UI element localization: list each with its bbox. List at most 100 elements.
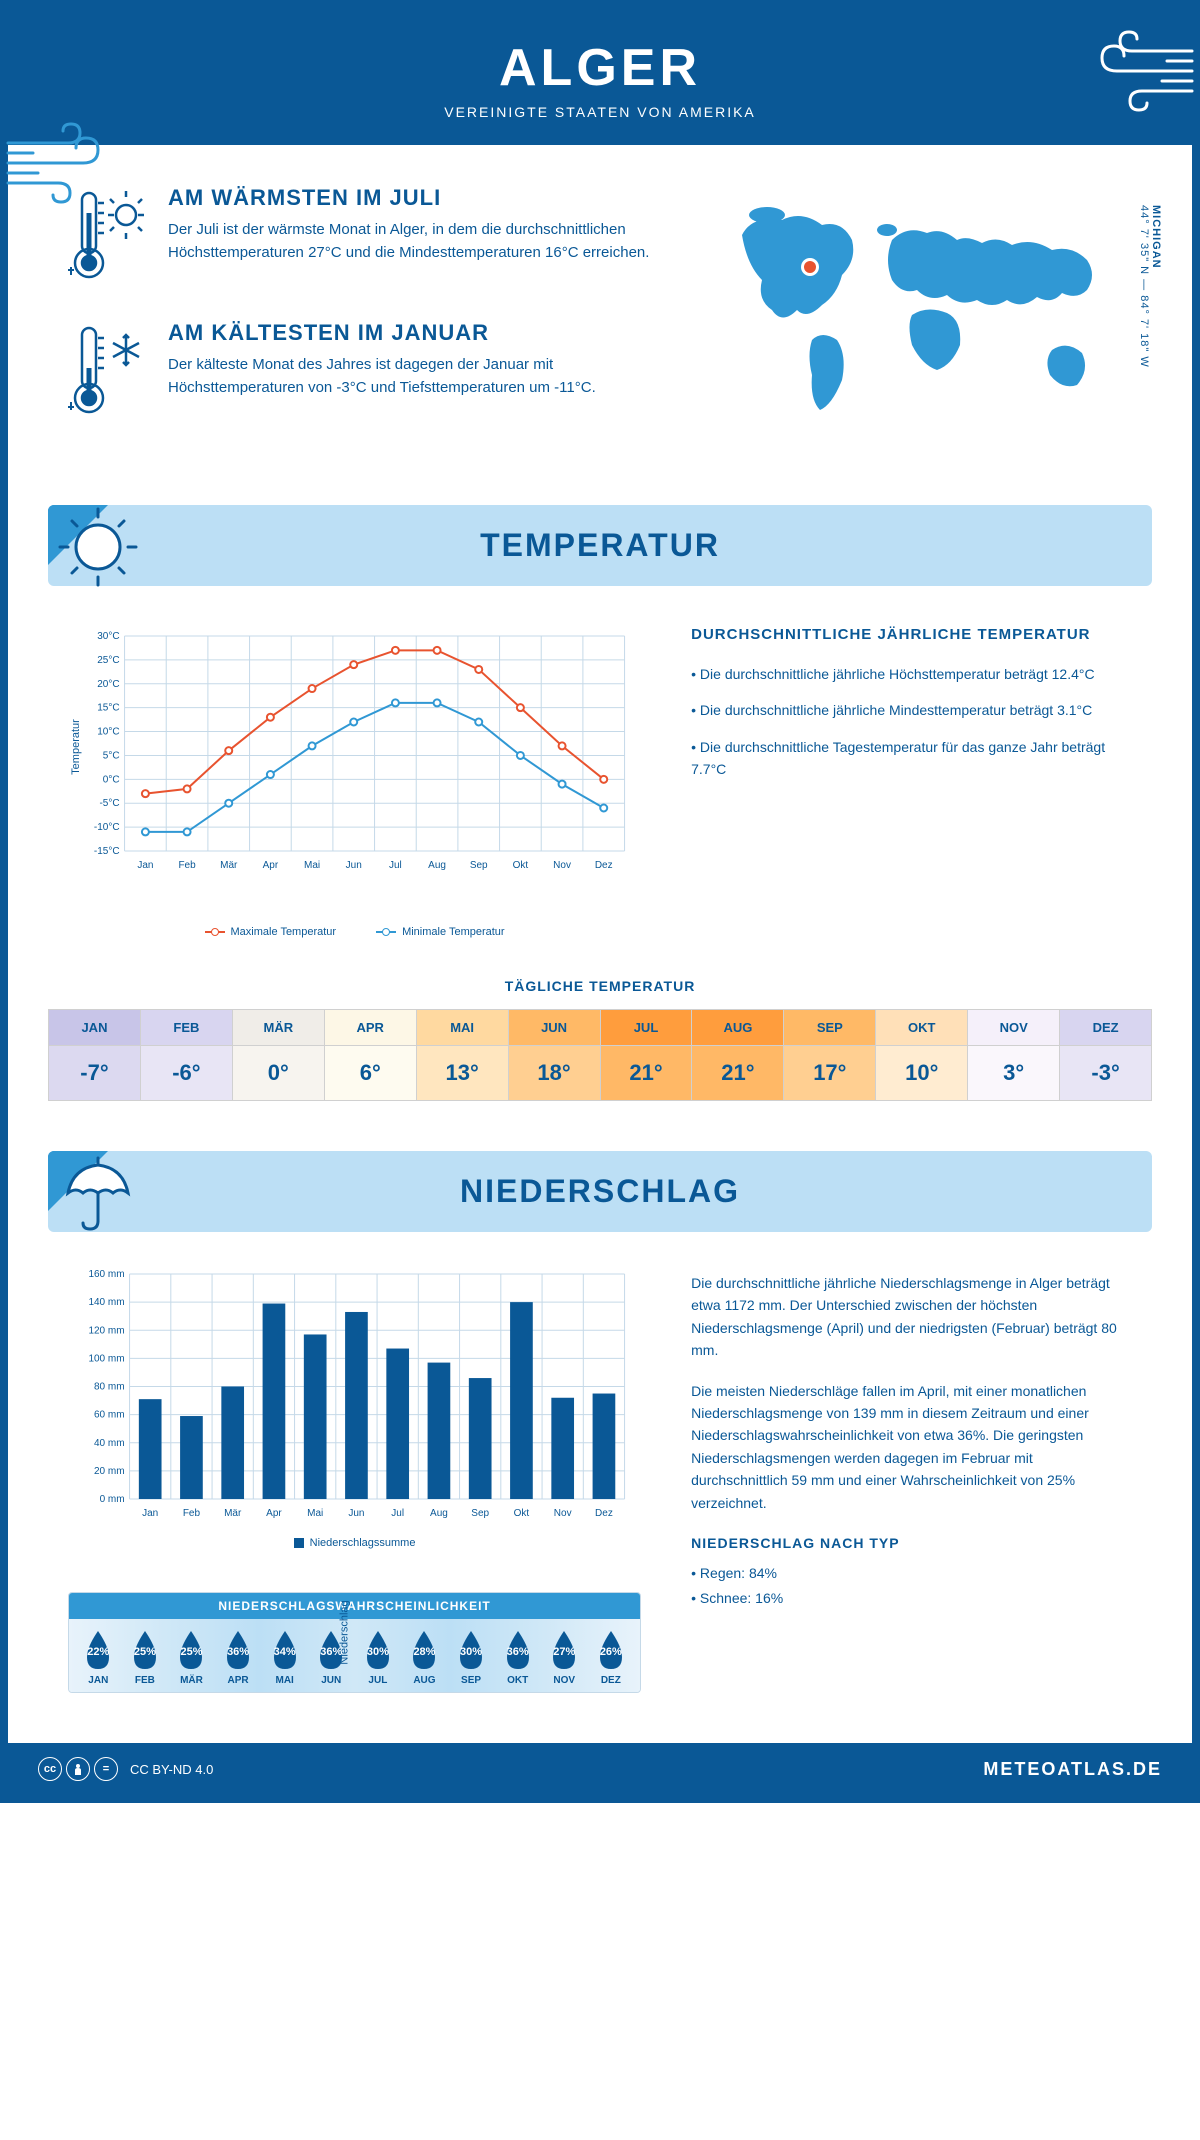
daily-temp-cell: MÄR0° <box>233 1010 325 1100</box>
prob-cell: 30%SEP <box>448 1629 495 1686</box>
svg-text:Feb: Feb <box>178 860 196 871</box>
precip-type-b2: • Schnee: 16% <box>691 1587 1132 1609</box>
daily-temp-title: TÄGLICHE TEMPERATUR <box>8 978 1192 994</box>
legend-max: Maximale Temperatur <box>231 926 337 938</box>
wind-icon-right <box>1082 26 1200 116</box>
precip-probability-box: NIEDERSCHLAGSWAHRSCHEINLICHKEIT 22%JAN25… <box>68 1592 641 1693</box>
cc-by-icon <box>66 1757 90 1781</box>
prob-cell: 25%FEB <box>122 1629 169 1686</box>
raindrop-icon: 30% <box>454 1629 488 1671</box>
svg-text:Okt: Okt <box>514 1508 530 1519</box>
svg-text:Okt: Okt <box>513 860 529 871</box>
prob-cell: 25%MÄR <box>168 1629 215 1686</box>
cc-nd-icon: = <box>94 1757 118 1781</box>
raindrop-icon: 26% <box>594 1629 628 1671</box>
raindrop-icon: 25% <box>174 1629 208 1671</box>
temp-desc-b1: • Die durchschnittliche jährliche Höchst… <box>691 663 1132 685</box>
thermometer-snow-icon <box>68 320 148 425</box>
precip-desc-p2: Die meisten Niederschläge fallen im Apri… <box>691 1380 1132 1514</box>
precip-bar-chart: Niederschlag 0 mm20 mm40 mm60 mm80 mm100… <box>68 1272 641 1562</box>
coldest-block: AM KÄLTESTEN IM JANUAR Der kälteste Mona… <box>68 320 672 425</box>
svg-text:Jan: Jan <box>142 1508 158 1519</box>
svg-text:Aug: Aug <box>430 1508 448 1519</box>
svg-text:Apr: Apr <box>263 860 279 871</box>
prob-cell: 26%DEZ <box>588 1629 635 1686</box>
svg-text:5°C: 5°C <box>103 750 120 761</box>
daily-temp-cell: MAI13° <box>417 1010 509 1100</box>
daily-temp-cell: DEZ-3° <box>1060 1010 1151 1100</box>
svg-text:Jul: Jul <box>389 860 402 871</box>
precip-y-label: Niederschlag <box>339 1091 351 1664</box>
prob-cell: 28%AUG <box>401 1629 448 1686</box>
temperature-section: Temperatur -15°C-10°C-5°C0°C5°C10°C15°C2… <box>8 586 1192 958</box>
daily-temp-cell: OKT10° <box>876 1010 968 1100</box>
daily-temp-cell: JUN18° <box>509 1010 601 1100</box>
svg-text:-15°C: -15°C <box>94 846 120 857</box>
svg-text:140 mm: 140 mm <box>88 1297 124 1308</box>
temp-legend: Maximale Temperatur Minimale Temperatur <box>68 926 641 938</box>
daily-temp-cell: APR6° <box>325 1010 417 1100</box>
svg-text:Jul: Jul <box>391 1508 404 1519</box>
svg-text:-10°C: -10°C <box>94 822 120 833</box>
temp-desc-title: DURCHSCHNITTLICHE JÄHRLICHE TEMPERATUR <box>691 626 1132 643</box>
world-map: MICHIGAN 44° 7' 35" N — 84° 7' 18" W <box>712 185 1132 455</box>
precipitation-title: NIEDERSCHLAG <box>48 1173 1152 1210</box>
svg-text:0°C: 0°C <box>103 774 120 785</box>
raindrop-icon: 36% <box>314 1629 348 1671</box>
raindrop-icon: 36% <box>501 1629 535 1671</box>
svg-text:Mär: Mär <box>220 860 238 871</box>
svg-text:Feb: Feb <box>183 1508 201 1519</box>
raindrop-icon: 25% <box>128 1629 162 1671</box>
svg-text:Dez: Dez <box>595 1508 613 1519</box>
svg-text:20 mm: 20 mm <box>94 1466 125 1477</box>
precipitation-section: Niederschlag 0 mm20 mm40 mm60 mm80 mm100… <box>8 1232 1192 1713</box>
cc-icon: cc <box>38 1757 62 1781</box>
svg-text:0 mm: 0 mm <box>100 1494 125 1505</box>
svg-text:160 mm: 160 mm <box>88 1269 124 1280</box>
page-title: ALGER <box>28 38 1172 98</box>
svg-text:80 mm: 80 mm <box>94 1382 125 1393</box>
coldest-title: AM KÄLTESTEN IM JANUAR <box>168 320 672 346</box>
svg-text:20°C: 20°C <box>97 679 119 690</box>
footer: cc = CC BY-ND 4.0 METEOATLAS.DE <box>8 1743 1192 1795</box>
page-subtitle: VEREINIGTE STAATEN VON AMERIKA <box>28 104 1172 120</box>
svg-text:60 mm: 60 mm <box>94 1410 125 1421</box>
daily-temp-cell: NOV3° <box>968 1010 1060 1100</box>
svg-text:Mai: Mai <box>304 860 320 871</box>
daily-temp-cell: FEB-6° <box>141 1010 233 1100</box>
svg-text:Dez: Dez <box>595 860 613 871</box>
prob-cell: 30%JUL <box>355 1629 402 1686</box>
warmest-block: AM WÄRMSTEN IM JULI Der Juli ist der wär… <box>68 185 672 290</box>
svg-text:Sep: Sep <box>471 1508 489 1519</box>
prob-cell: 36%JUN <box>308 1629 355 1686</box>
svg-text:40 mm: 40 mm <box>94 1438 125 1449</box>
svg-text:Mai: Mai <box>307 1508 323 1519</box>
daily-temp-grid: JAN-7°FEB-6°MÄR0°APR6°MAI13°JUN18°JUL21°… <box>48 1009 1152 1101</box>
svg-text:Nov: Nov <box>553 860 571 871</box>
daily-temp-cell: AUG21° <box>692 1010 784 1100</box>
svg-text:Aug: Aug <box>428 860 446 871</box>
svg-text:25°C: 25°C <box>97 655 119 666</box>
temp-y-label: Temperatur <box>70 719 82 775</box>
page: ALGER VEREINIGTE STAATEN VON AMERIKA <box>0 0 1200 1803</box>
prob-title: NIEDERSCHLAGSWAHRSCHEINLICHKEIT <box>69 1593 640 1619</box>
svg-text:Nov: Nov <box>554 1508 572 1519</box>
precip-legend: Niederschlagssumme <box>68 1537 641 1549</box>
cc-icons: cc = <box>38 1757 118 1781</box>
umbrella-icon <box>48 1143 148 1243</box>
precip-type-b1: • Regen: 84% <box>691 1562 1132 1584</box>
temperature-banner: TEMPERATUR <box>48 505 1152 586</box>
svg-text:100 mm: 100 mm <box>88 1353 124 1364</box>
svg-text:Jun: Jun <box>348 1508 364 1519</box>
daily-temp-cell: JUL21° <box>601 1010 693 1100</box>
location-coords: MICHIGAN 44° 7' 35" N — 84° 7' 18" W <box>1138 205 1162 368</box>
svg-text:10°C: 10°C <box>97 727 119 738</box>
header: ALGER VEREINIGTE STAATEN VON AMERIKA <box>8 8 1192 145</box>
warmest-title: AM WÄRMSTEN IM JULI <box>168 185 672 211</box>
location-state: MICHIGAN <box>1150 205 1162 362</box>
prob-cell: 27%NOV <box>541 1629 588 1686</box>
daily-temp-cell: JAN-7° <box>49 1010 141 1100</box>
svg-text:-5°C: -5°C <box>99 798 119 809</box>
svg-text:120 mm: 120 mm <box>88 1325 124 1336</box>
precip-description: Die durchschnittliche jährliche Niedersc… <box>691 1272 1132 1693</box>
